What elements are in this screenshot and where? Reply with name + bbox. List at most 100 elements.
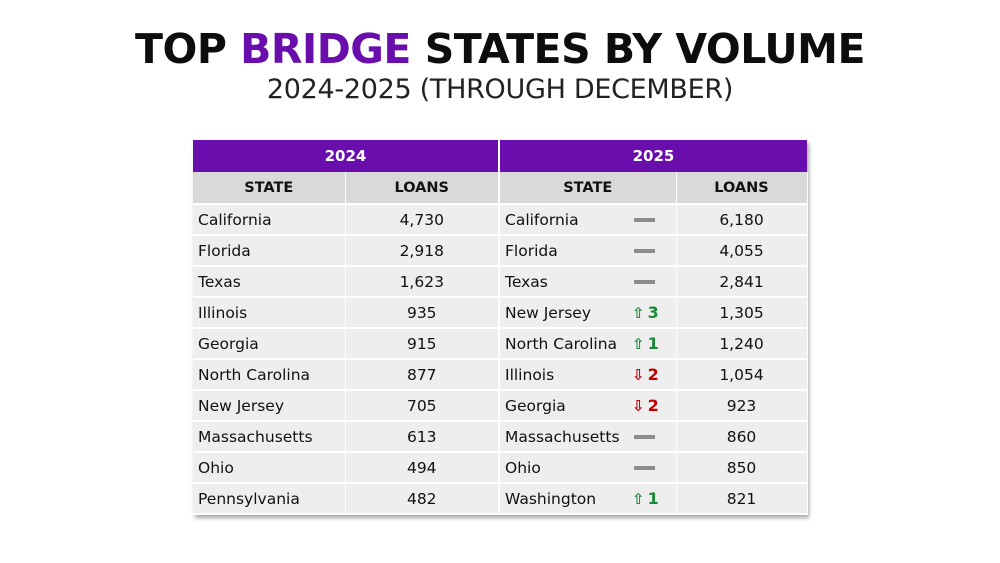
page-title: TOP BRIDGE STATES BY VOLUME [0, 24, 1000, 74]
rank-change-value: 2 [647, 396, 659, 415]
state-2025-cell: Texas [499, 266, 677, 298]
state-2025-cell: California [499, 204, 677, 236]
loans-2024-cell: 2,918 [345, 235, 500, 267]
no-change-indicator [632, 422, 672, 451]
rank-down-indicator: ⇩ 2 [632, 360, 672, 389]
column-header-row: STATE LOANS STATE LOANS [193, 172, 808, 205]
state-2025-name: New Jersey [505, 303, 591, 322]
loans-2025-cell: 1,305 [676, 297, 808, 329]
state-2025-name: Illinois [505, 365, 555, 384]
state-2025-name: Ohio [505, 458, 541, 477]
year-header-2025: 2025 [499, 140, 807, 172]
table-row: Illinois 935 New Jersey ⇧ 3 1,305 [193, 297, 808, 329]
state-2024-cell: Georgia [193, 328, 346, 360]
state-2025-name: North Carolina [505, 334, 618, 353]
arrow-down-icon: ⇩ [632, 396, 645, 415]
rankings-table-container: 2024 2025 STATE LOANS STATE LOANS Califo… [193, 140, 808, 515]
state-2024-cell: North Carolina [193, 359, 346, 391]
title-part-2: STATES BY VOLUME [410, 25, 866, 73]
state-2025-cell: Massachusetts [499, 421, 677, 453]
state-2025-cell: New Jersey ⇧ 3 [499, 297, 677, 329]
rank-change-value: 1 [647, 334, 659, 353]
column-header-state-2025: STATE [499, 172, 677, 205]
no-change-indicator [632, 236, 672, 265]
loans-2024-cell: 935 [345, 297, 500, 329]
loans-2025-cell: 6,180 [676, 204, 808, 236]
state-2025-cell: Georgia ⇩ 2 [499, 390, 677, 422]
loans-2024-cell: 482 [345, 483, 500, 515]
state-2024-cell: Ohio [193, 452, 346, 484]
loans-2024-cell: 877 [345, 359, 500, 391]
table-row: California 4,730 California 6,180 [193, 204, 808, 236]
no-change-dash-icon [634, 465, 655, 470]
state-2024-cell: Florida [193, 235, 346, 267]
no-change-indicator [632, 205, 672, 234]
state-2025-cell: Washington ⇧ 1 [499, 483, 677, 515]
table-row: Pennsylvania 482 Washington ⇧ 1 821 [193, 483, 808, 515]
state-2025-name: Massachusetts [505, 427, 620, 446]
loans-2025-cell: 1,240 [676, 328, 808, 360]
rank-up-indicator: ⇧ 1 [632, 329, 672, 358]
loans-2024-cell: 915 [345, 328, 500, 360]
loans-2024-cell: 613 [345, 421, 500, 453]
loans-2025-cell: 860 [676, 421, 808, 453]
loans-2025-cell: 4,055 [676, 235, 808, 267]
rank-change-value: 2 [647, 365, 659, 384]
rankings-table: 2024 2025 STATE LOANS STATE LOANS Califo… [193, 140, 808, 515]
state-2025-cell: Ohio [499, 452, 677, 484]
rank-change-value: 1 [647, 489, 659, 508]
state-2025-name: Texas [505, 272, 548, 291]
year-header-2024: 2024 [193, 140, 500, 172]
column-header-loans-2024: LOANS [345, 172, 500, 205]
loans-2024-cell: 705 [345, 390, 500, 422]
table-row: Florida 2,918 Florida 4,055 [193, 235, 808, 267]
state-2024-cell: California [193, 204, 346, 236]
column-header-loans-2025: LOANS [676, 172, 808, 205]
state-2024-cell: Massachusetts [193, 421, 346, 453]
title-part-1: TOP [135, 25, 241, 73]
table-row: Texas 1,623 Texas 2,841 [193, 266, 808, 298]
loans-2025-cell: 2,841 [676, 266, 808, 298]
loans-2024-cell: 1,623 [345, 266, 500, 298]
state-2025-cell: Illinois ⇩ 2 [499, 359, 677, 391]
loans-2024-cell: 494 [345, 452, 500, 484]
state-2024-cell: Texas [193, 266, 346, 298]
rank-down-indicator: ⇩ 2 [632, 391, 672, 420]
state-2024-cell: Illinois [193, 297, 346, 329]
year-header-row: 2024 2025 [193, 140, 807, 172]
state-2025-name: Florida [505, 241, 558, 260]
state-2025-name: Washington [505, 489, 597, 508]
loans-2025-cell: 821 [676, 483, 808, 515]
arrow-up-icon: ⇧ [632, 303, 645, 322]
state-2024-cell: New Jersey [193, 390, 346, 422]
table-row: New Jersey 705 Georgia ⇩ 2 923 [193, 390, 808, 422]
table-body: California 4,730 California 6,180 Florida 2,9… [193, 204, 808, 515]
state-2025-cell: North Carolina ⇧ 1 [499, 328, 677, 360]
no-change-dash-icon [634, 279, 655, 284]
table-row: Massachusetts 613 Massachusetts 860 [193, 421, 808, 453]
table-row: Ohio 494 Ohio 850 [193, 452, 808, 484]
state-2025-name: Georgia [505, 396, 566, 415]
page-subtitle: 2024-2025 (THROUGH DECEMBER) [266, 74, 734, 105]
loans-2024-cell: 4,730 [345, 204, 500, 236]
no-change-dash-icon [634, 434, 655, 439]
state-2024-cell: Pennsylvania [193, 483, 346, 515]
arrow-up-icon: ⇧ [632, 334, 645, 353]
loans-2025-cell: 923 [676, 390, 808, 422]
column-header-state-2024: STATE [193, 172, 346, 205]
table-row: Georgia 915 North Carolina ⇧ 1 1,240 [193, 328, 808, 360]
title-accent: BRIDGE [240, 25, 411, 73]
state-2025-cell: Florida [499, 235, 677, 267]
loans-2025-cell: 1,054 [676, 359, 808, 391]
arrow-up-icon: ⇧ [632, 489, 645, 508]
rank-change-value: 3 [647, 303, 659, 322]
arrow-down-icon: ⇩ [632, 365, 645, 384]
no-change-dash-icon [634, 248, 655, 253]
rank-up-indicator: ⇧ 1 [632, 484, 672, 513]
loans-2025-cell: 850 [676, 452, 808, 484]
no-change-indicator [632, 267, 672, 296]
state-2025-name: California [505, 210, 579, 229]
rank-up-indicator: ⇧ 3 [632, 298, 672, 327]
table-row: North Carolina 877 Illinois ⇩ 2 1,054 [193, 359, 808, 391]
no-change-dash-icon [634, 217, 655, 222]
